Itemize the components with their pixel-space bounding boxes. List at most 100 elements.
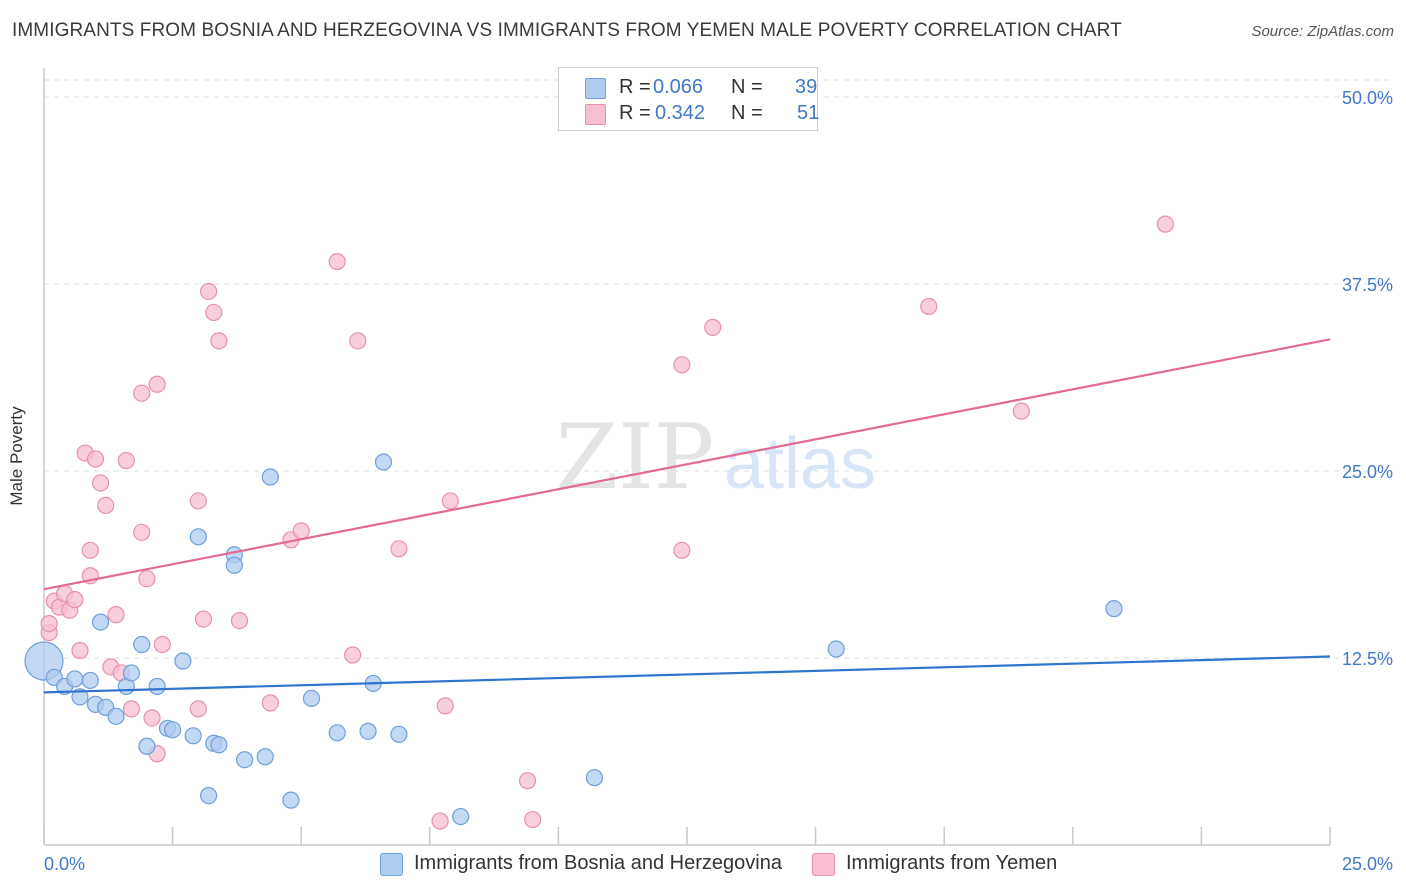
legend-n-value: 51 [797,102,820,124]
point-yemen [122,700,141,718]
point-bosnia [184,727,202,745]
data-points [24,215,1174,830]
point-bosnia [328,724,346,742]
point-yemen [133,384,151,402]
point-yemen [518,772,537,790]
point-yemen [143,709,161,727]
point-yemen [153,635,171,654]
point-yemen [189,492,207,510]
point-bosnia [148,677,166,696]
legend-item-bosnia[interactable]: Immigrants from Bosnia and Herzegovina [380,852,790,876]
trend-line-yemen [43,338,1331,591]
point-bosnia [256,748,274,766]
y-tick-label: 12.5% [1342,649,1393,669]
legend-r-label: R = [619,76,651,98]
point-yemen [344,646,362,664]
point-yemen [91,474,110,492]
point-bosnia [200,787,218,805]
point-bosnia [122,664,141,682]
point-yemen [230,611,249,630]
tick-labels: 12.5% 25.0% 37.5% 50.0% 0.0% 25.0% [44,88,1393,874]
legend-swatch-bosnia [585,78,606,99]
gridlines [44,79,1392,659]
point-bosnia [282,791,300,809]
legend-item-yemen[interactable]: Immigrants from Yemen [812,852,1072,876]
point-bosnia [374,453,393,471]
legend-label-yemen: Immigrants from Yemen [846,852,1058,874]
source-label: Source: ZipAtlas.com [1251,23,1394,40]
point-yemen [524,810,542,829]
point-bosnia [585,769,604,787]
legend-r-label: R = [619,102,651,124]
correlation-legend: R = 0.066 N = 39 R = 0.342 N = 51 [558,67,820,131]
point-bosnia [390,725,408,743]
point-bosnia [91,613,110,631]
point-yemen [148,375,166,393]
point-yemen [920,297,938,316]
legend-n-label: N = [731,76,763,98]
legend-swatch-yemen [585,104,606,125]
point-bosnia [225,556,243,574]
point-yemen [673,541,691,559]
point-bosnia [1105,600,1123,618]
point-bosnia [189,528,207,546]
point-bosnia [133,635,151,654]
y-tick-label: 25.0% [1342,462,1393,482]
point-yemen [66,591,84,609]
point-yemen [210,332,228,350]
point-bosnia [261,468,279,486]
point-yemen [261,694,279,712]
point-yemen [189,700,207,718]
point-yemen [86,450,105,468]
y-axis-label: Male Poverty [7,406,26,506]
x-tick-label: 25.0% [1342,854,1393,874]
point-bosnia [236,751,254,769]
point-yemen [71,641,89,660]
point-bosnia [210,736,228,754]
axes [43,68,1331,846]
point-bosnia [164,721,182,739]
point-yemen [436,697,454,715]
point-yemen [673,356,691,374]
point-bosnia [71,688,89,706]
point-bosnia [452,807,470,826]
y-tick-label: 50.0% [1342,88,1393,108]
point-bosnia [66,670,84,688]
point-yemen [390,540,408,558]
watermark-atlas: atlas [724,424,876,504]
point-bosnia [174,652,192,670]
trend-lines [43,338,1331,694]
point-yemen [431,812,449,830]
legend-n-value: 39 [795,76,818,98]
point-bosnia [138,737,156,755]
legend-swatch-yemen [812,853,835,876]
point-yemen [200,282,218,301]
point-yemen [133,523,151,541]
point-yemen [441,492,459,510]
point-bosnia [81,671,99,690]
point-yemen [205,303,223,322]
point-yemen [81,541,99,559]
point-yemen [292,522,310,540]
point-bosnia [827,640,845,658]
point-yemen [1156,215,1174,233]
point-yemen [97,496,115,515]
point-yemen [704,318,722,336]
chart-title: IMMIGRANTS FROM BOSNIA AND HERZEGOVINA V… [12,20,1122,41]
legend-r-value: 0.342 [655,102,706,124]
point-yemen [117,451,135,470]
y-tick-label: 37.5% [1342,275,1393,295]
point-yemen [40,614,58,633]
legend-swatch-bosnia [380,853,403,876]
point-bosnia [359,722,377,740]
point-bosnia [302,689,321,707]
watermark: ZIP atlas [556,405,876,510]
legend-r-value: 0.066 [653,76,704,98]
point-bosnia [107,707,125,725]
point-yemen [328,252,346,271]
watermark-zip: ZIP [556,405,715,510]
legend-label-bosnia: Immigrants from Bosnia and Herzegovina [414,852,782,874]
legend-n-label: N = [731,102,763,124]
point-yemen [138,570,156,588]
